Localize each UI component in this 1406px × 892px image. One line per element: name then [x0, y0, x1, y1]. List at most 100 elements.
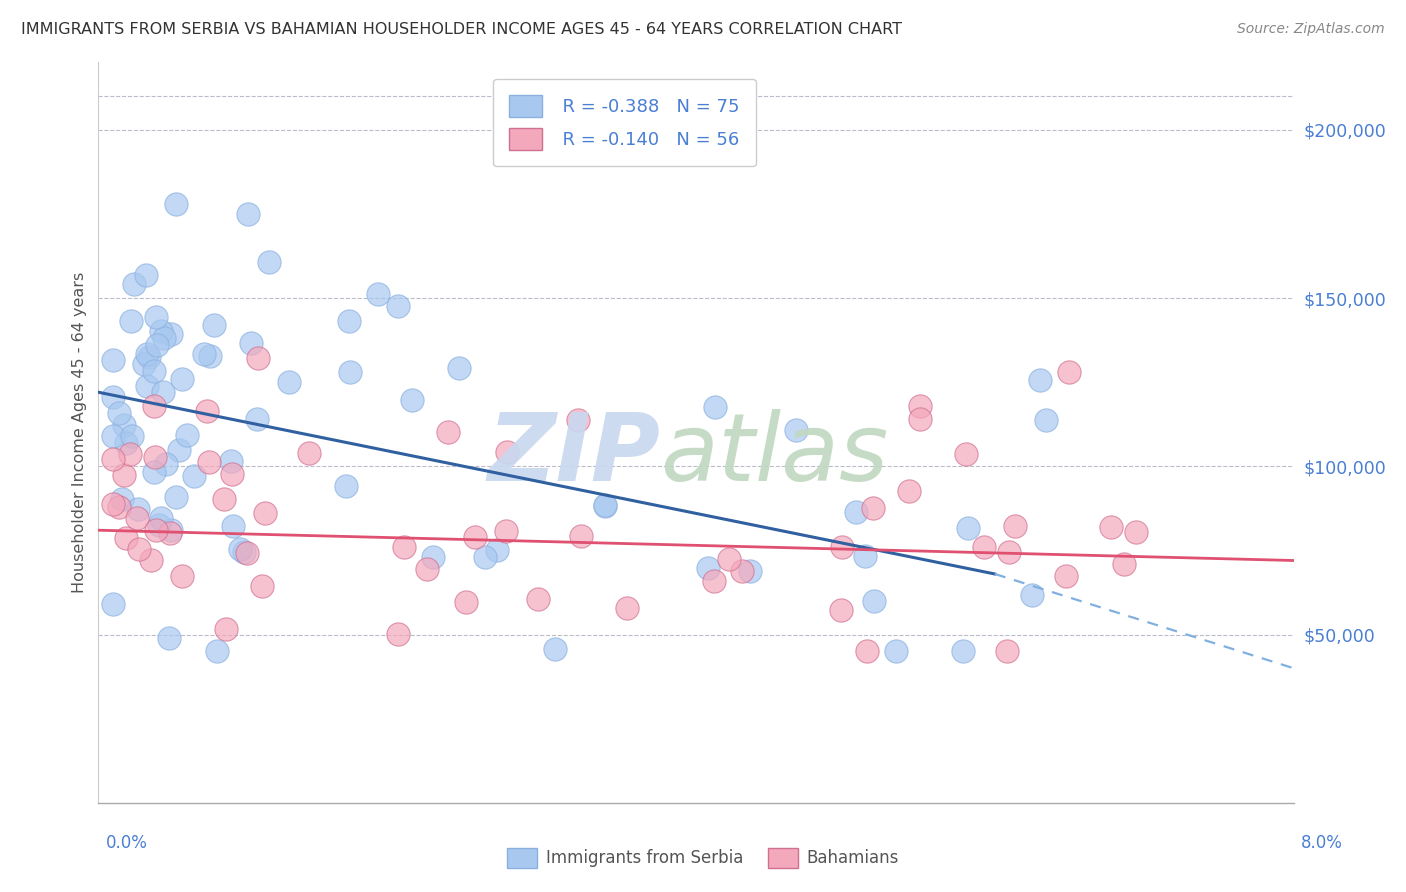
Point — [496, 444, 519, 458]
Point — [298, 446, 321, 460]
Point — [142, 400, 165, 414]
Point — [236, 546, 259, 560]
Point — [212, 492, 235, 507]
Legend:   R = -0.388   N = 75,   R = -0.140   N = 56: R = -0.388 N = 75, R = -0.140 N = 56 — [494, 78, 755, 166]
Text: IMMIGRANTS FROM SERBIA VS BAHAMIAN HOUSEHOLDER INCOME AGES 45 - 64 YEARS CORRELA: IMMIGRANTS FROM SERBIA VS BAHAMIAN HOUSE… — [21, 22, 903, 37]
Point — [593, 498, 616, 512]
Point — [387, 627, 409, 641]
Point — [401, 392, 423, 407]
Point — [853, 549, 876, 563]
Point — [122, 277, 145, 292]
Text: 8.0%: 8.0% — [1301, 834, 1343, 852]
Point — [222, 519, 245, 533]
Point — [108, 500, 131, 514]
Point — [593, 500, 616, 514]
Point — [956, 521, 979, 535]
Point — [152, 384, 174, 399]
Point — [135, 346, 157, 360]
Point — [236, 207, 259, 221]
Y-axis label: Householder Income Ages 45 - 64 years: Householder Income Ages 45 - 64 years — [72, 272, 87, 593]
Point — [731, 565, 754, 579]
Point — [254, 506, 277, 520]
Point — [120, 447, 142, 461]
Point — [157, 631, 180, 645]
Point — [454, 595, 477, 609]
Point — [856, 644, 879, 658]
Point — [863, 594, 886, 608]
Point — [392, 540, 415, 554]
Point — [486, 542, 509, 557]
Point — [955, 447, 977, 461]
Point — [115, 531, 138, 545]
Point — [422, 550, 444, 565]
Point — [257, 255, 280, 269]
Point — [339, 365, 361, 379]
Point — [1054, 568, 1077, 582]
Point — [103, 497, 125, 511]
Point — [135, 268, 157, 283]
Point — [169, 443, 191, 458]
Point — [250, 579, 273, 593]
Point — [103, 352, 125, 367]
Point — [145, 338, 167, 352]
Point — [160, 326, 183, 341]
Point — [908, 412, 931, 426]
Point — [544, 642, 567, 657]
Point — [207, 644, 229, 658]
Point — [145, 523, 167, 537]
Point — [153, 331, 176, 345]
Point — [148, 518, 170, 533]
Point — [143, 364, 166, 378]
Point — [569, 529, 592, 543]
Point — [437, 425, 460, 440]
Point — [416, 562, 439, 576]
Text: ZIP: ZIP — [488, 409, 661, 500]
Point — [150, 324, 173, 338]
Point — [232, 544, 254, 558]
Point — [831, 541, 853, 555]
Point — [183, 469, 205, 483]
Point — [830, 603, 852, 617]
Point — [176, 428, 198, 442]
Point — [1035, 413, 1057, 427]
Point — [335, 479, 357, 493]
Point — [1021, 588, 1043, 602]
Point — [703, 574, 725, 588]
Point — [1059, 365, 1081, 379]
Point — [219, 454, 242, 468]
Point — [139, 553, 162, 567]
Point — [464, 530, 486, 544]
Point — [160, 524, 183, 538]
Point — [240, 335, 263, 350]
Point — [112, 467, 135, 482]
Point — [952, 644, 974, 658]
Text: 0.0%: 0.0% — [105, 834, 148, 852]
Point — [997, 544, 1019, 558]
Point — [114, 436, 136, 450]
Point — [103, 451, 125, 466]
Point — [526, 591, 548, 606]
Point — [1125, 525, 1147, 540]
Point — [884, 644, 907, 658]
Point — [150, 510, 173, 524]
Text: atlas: atlas — [661, 409, 889, 500]
Point — [1099, 520, 1122, 534]
Point — [155, 457, 177, 471]
Point — [193, 347, 215, 361]
Point — [738, 565, 761, 579]
Point — [138, 350, 160, 364]
Point — [567, 413, 589, 427]
Legend: Immigrants from Serbia, Bahamians: Immigrants from Serbia, Bahamians — [501, 841, 905, 875]
Point — [108, 406, 131, 420]
Point — [103, 597, 125, 611]
Point — [703, 400, 725, 414]
Point — [159, 526, 181, 541]
Point — [474, 550, 496, 565]
Point — [170, 568, 193, 582]
Point — [221, 467, 243, 481]
Point — [862, 501, 884, 516]
Point — [170, 371, 193, 385]
Point — [229, 541, 252, 556]
Point — [246, 411, 269, 425]
Point — [215, 623, 238, 637]
